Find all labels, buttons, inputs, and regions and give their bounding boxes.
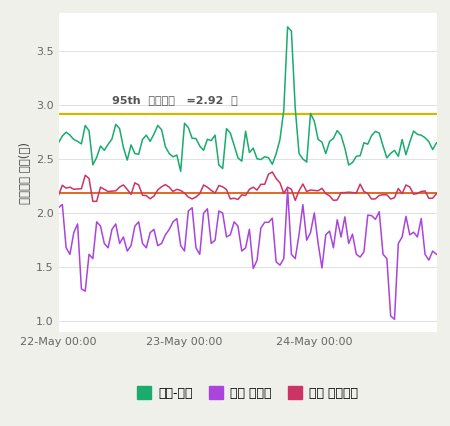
Legend: 덴버-미국, 호주 시드니, 미국 프리몬트: 덴버-미국, 호주 시드니, 미국 프리몬트: [131, 381, 364, 406]
Text: 95th  백분위수   =2.92  초: 95th 백분위수 =2.92 초: [112, 95, 238, 105]
Y-axis label: 트랜잭션 시간(초): 트랜잭션 시간(초): [19, 141, 32, 204]
